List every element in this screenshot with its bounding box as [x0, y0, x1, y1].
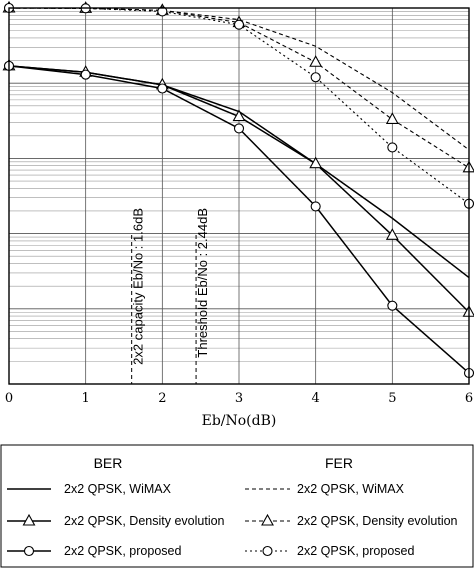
x-tick-label: 6	[465, 391, 473, 406]
triangle-marker	[310, 158, 321, 168]
circle-marker	[263, 547, 272, 556]
legend-label: 2x2 QPSK, proposed	[64, 544, 181, 558]
legend-entry-ber-2: 2x2 QPSK, proposed	[7, 544, 181, 558]
x-tick-label: 4	[312, 391, 320, 406]
x-axis-title: Eb/No(dB)	[202, 413, 277, 429]
x-tick-label: 2	[158, 391, 166, 406]
legend-entry-fer-0: 2x2 QPSK, WiMAX	[245, 482, 405, 496]
legend-entry-ber-1: 2x2 QPSK, Density evolution	[7, 514, 225, 528]
triangle-marker	[24, 515, 35, 525]
x-tick-label: 0	[5, 391, 13, 406]
vertical-marker-label: 2x2 capacity Eb/No : 1.6dB	[131, 208, 146, 365]
vertical-marker-label: Threshold Eb/No : 2.44dB	[195, 208, 210, 358]
legend-entry-fer-2: 2x2 QPSK, proposed	[245, 544, 414, 558]
triangle-marker	[262, 515, 273, 525]
triangle-marker	[387, 113, 398, 123]
legend-entry-fer-1: 2x2 QPSK, Density evolution	[245, 514, 458, 528]
circle-marker	[388, 143, 397, 152]
x-tick-label: 1	[82, 391, 90, 406]
circle-marker	[311, 73, 320, 82]
x-tick-label: 5	[388, 391, 396, 406]
circle-marker	[158, 84, 167, 93]
x-tick-label: 3	[235, 391, 243, 406]
legend-label: 2x2 QPSK, proposed	[297, 544, 414, 558]
circle-marker	[235, 124, 244, 133]
circle-marker	[81, 70, 90, 79]
circle-marker	[388, 301, 397, 310]
legend-label: 2x2 QPSK, WiMAX	[297, 482, 405, 496]
triangle-marker	[310, 56, 321, 66]
circle-marker	[25, 547, 34, 556]
legend-header-ber: BER	[94, 455, 123, 471]
legend-label: 2x2 QPSK, Density evolution	[297, 514, 458, 528]
legend-entry-ber-0: 2x2 QPSK, WiMAX	[7, 482, 172, 496]
circle-marker	[311, 202, 320, 211]
circle-marker	[235, 20, 244, 29]
legend-label: 2x2 QPSK, WiMAX	[64, 482, 172, 496]
legend-header-fer: FER	[325, 455, 353, 471]
legend-label: 2x2 QPSK, Density evolution	[64, 514, 225, 528]
